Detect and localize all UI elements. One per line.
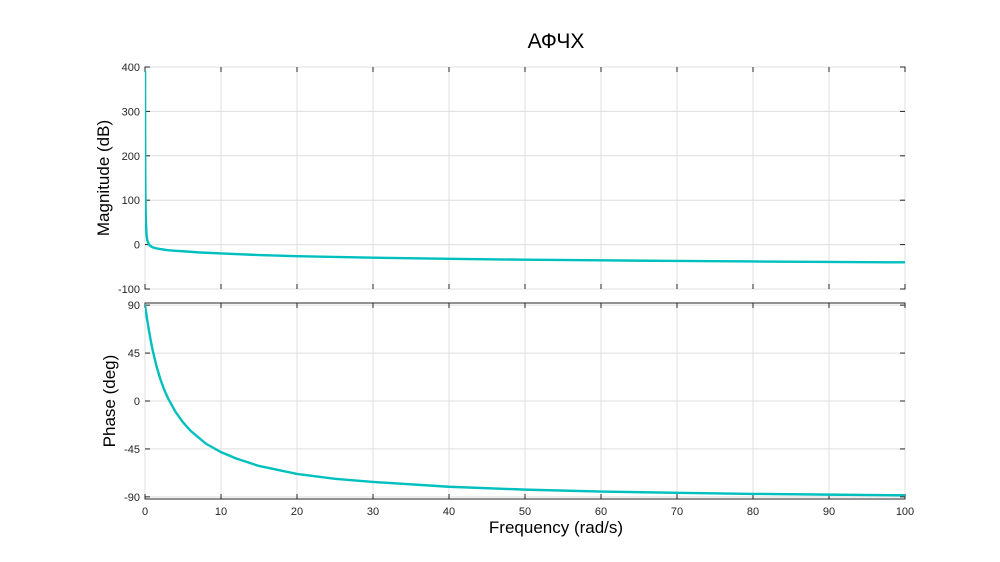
y-tick-label: 200: [122, 151, 140, 163]
x-tick-label: 30: [367, 506, 379, 518]
x-tick-label: 80: [747, 506, 759, 518]
x-tick-label: 90: [823, 506, 835, 518]
x-tick-label: 60: [595, 506, 607, 518]
x-tick-label: 50: [519, 506, 531, 518]
x-tick-label: 100: [896, 506, 914, 518]
x-tick-label: 40: [443, 506, 455, 518]
y-tick-label: -45: [124, 444, 140, 456]
magnitude-panel: -100 0 100 200 300 400: [118, 62, 906, 296]
x-tick-label: 10: [215, 506, 227, 518]
phase-panel: -90 -45 0 45 90 0 10 20 30 40 50 60 70 80 90 100: [124, 300, 914, 518]
x-axis-title: Frequency (rad/s): [489, 518, 623, 537]
y-tick-label: -90: [124, 492, 140, 504]
y-tick-label: 0: [134, 240, 140, 252]
y-tick-label: 100: [122, 195, 140, 207]
y-tick-label: 300: [122, 106, 140, 118]
y-tick-label: 0: [134, 396, 140, 408]
y-axis-title-phase: Phase (deg): [100, 355, 119, 448]
y-tick-label: 45: [128, 348, 140, 360]
x-tick-label: 0: [142, 506, 148, 518]
magnitude-line: [145, 70, 905, 264]
y-tick-label: 90: [128, 300, 140, 312]
chart-title: АФЧХ: [528, 30, 585, 53]
y-tick-label: 400: [122, 62, 140, 74]
x-tick-label: 20: [291, 506, 303, 518]
phase-line: [145, 303, 905, 497]
y-axis-title-magnitude: Magnitude (dB): [94, 120, 113, 236]
y-tick-label: -100: [118, 284, 140, 296]
x-tick-label: 70: [671, 506, 683, 518]
